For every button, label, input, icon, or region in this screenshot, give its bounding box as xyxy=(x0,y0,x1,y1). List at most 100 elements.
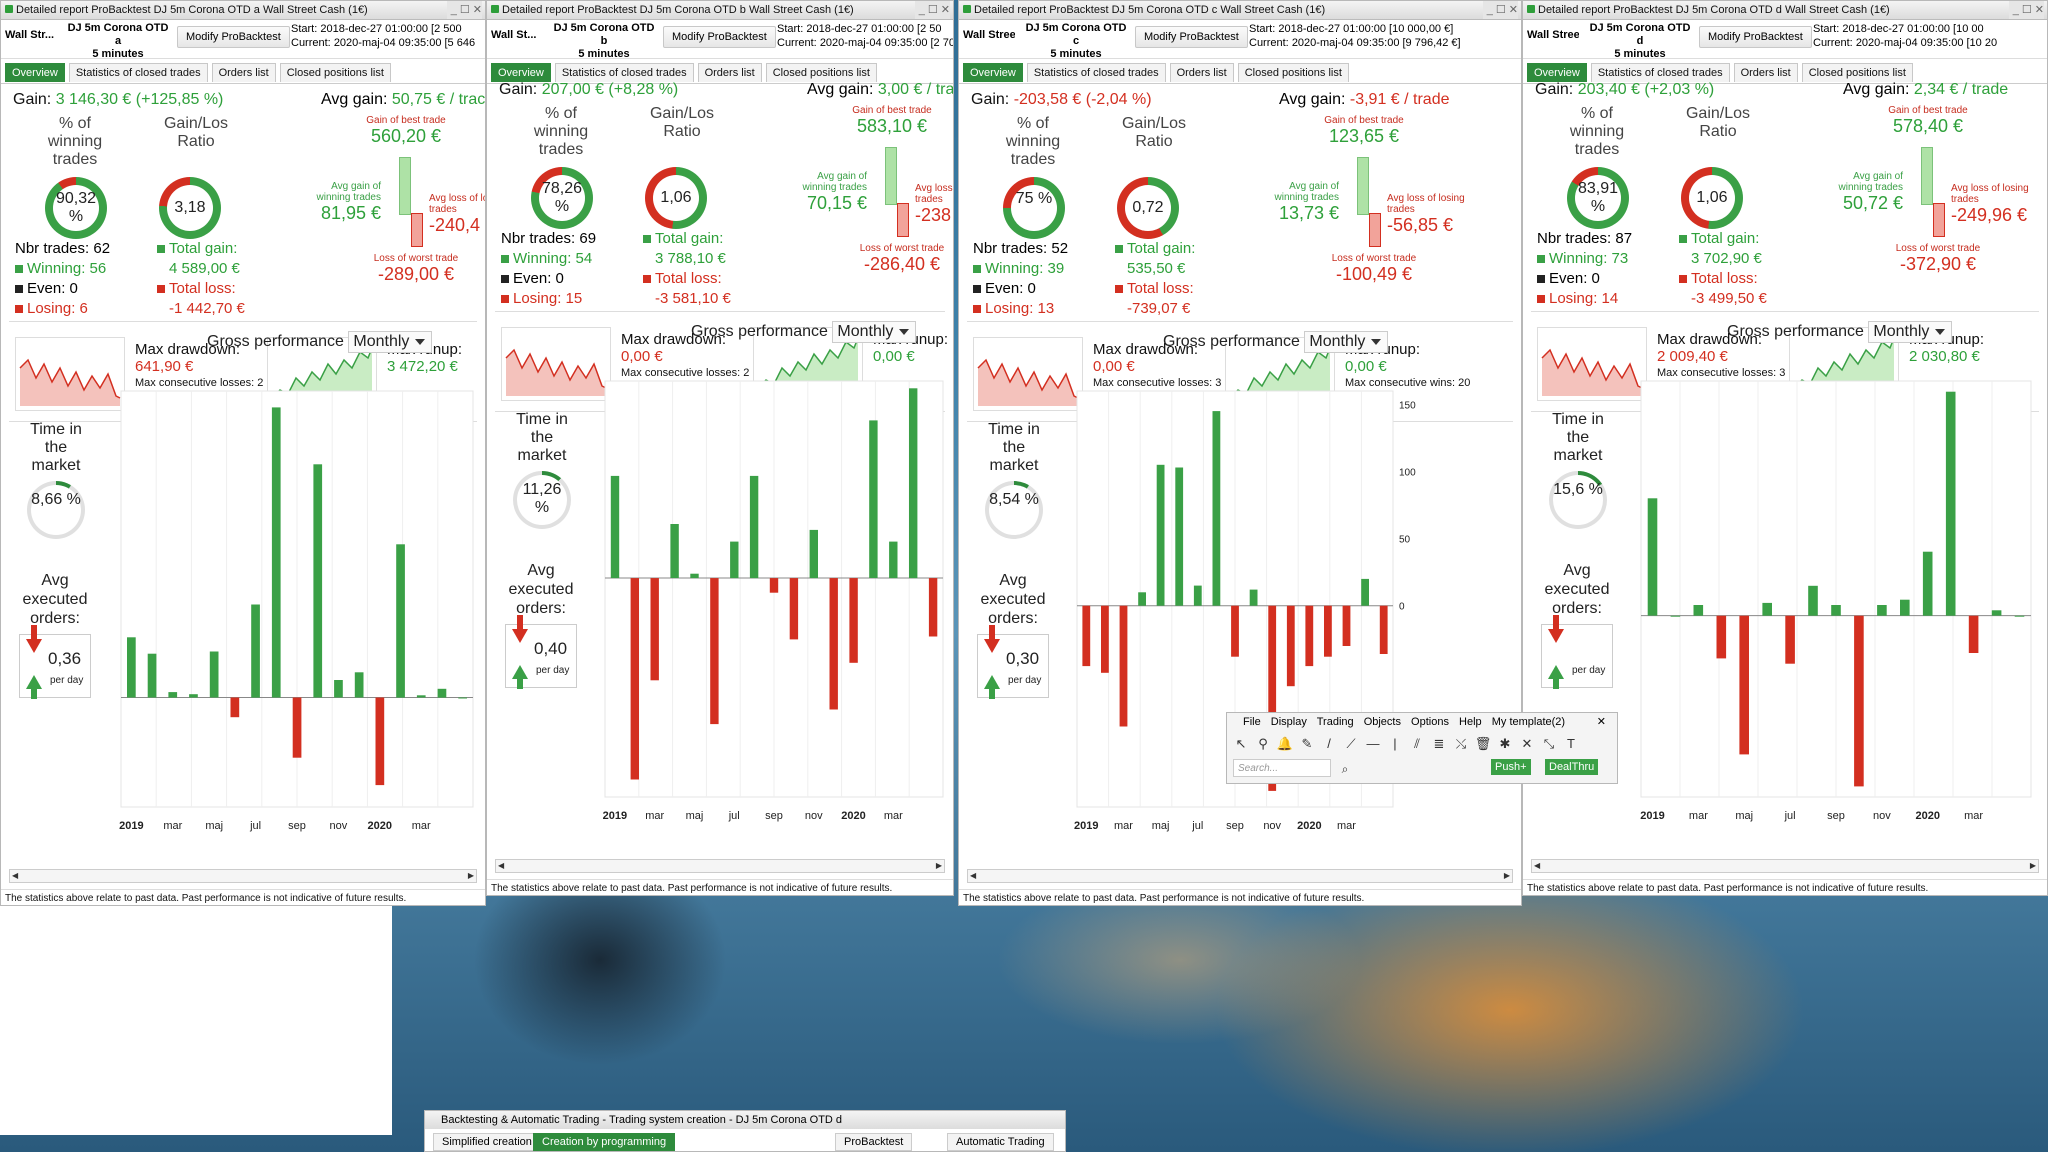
drawing-tools: ↖ ⚲ 🔔 ✎ / ⟋ — | ⫽ ≣ ⤯ 🗑 ✱ ✕ ⤡ T xyxy=(1227,731,1617,757)
fibonacci-icon[interactable]: ≣ xyxy=(1433,736,1445,751)
text-icon[interactable]: T xyxy=(1567,736,1575,751)
system-name: DJ 5m Corona OTD c 5 minutes xyxy=(1021,22,1131,61)
current-label: Current: xyxy=(1813,37,1853,49)
tab-probacktest[interactable]: ProBacktest xyxy=(835,1133,913,1151)
horizontal-scrollbar[interactable]: ◀ ▶ xyxy=(1531,859,2039,873)
tab-closed-positions[interactable]: Closed positions list xyxy=(1237,63,1349,82)
avg-orders-value: 0,30 xyxy=(1006,649,1040,668)
scroll-left-icon[interactable]: ◀ xyxy=(1534,861,1541,870)
menu-display[interactable]: Display xyxy=(1270,716,1307,728)
drawdown-sparkline xyxy=(973,337,1083,411)
modify-probacktest-button[interactable]: Modify ProBacktest xyxy=(177,26,290,48)
time-in-market-value: 15,6 % xyxy=(1553,475,1603,525)
magic-icon[interactable]: ✱ xyxy=(1499,736,1511,751)
horizontal-line-icon[interactable]: — xyxy=(1366,736,1380,751)
trash-icon[interactable]: 🗑 xyxy=(1474,736,1492,751)
tab-closed-positions[interactable]: Closed positions list xyxy=(279,63,391,82)
scroll-right-icon[interactable]: ▶ xyxy=(1503,871,1510,880)
tab-closed-positions[interactable]: Closed positions list xyxy=(765,63,877,82)
tab-statistics[interactable]: Statistics of closed trades xyxy=(1590,63,1730,82)
system-name-text: DJ 5m Corona OTD c xyxy=(1025,22,1127,47)
arrow-down-icon xyxy=(512,615,528,643)
menu-template[interactable]: My template(2) xyxy=(1491,716,1566,728)
tab-orders-list[interactable]: Orders list xyxy=(1169,63,1234,82)
horizontal-scrollbar[interactable]: ◀ ▶ xyxy=(495,859,945,873)
date-range: Start: 2018-dec-27 01:00:00 [10 000,00 €… xyxy=(1249,22,1461,50)
bar-2019-11 xyxy=(334,680,343,698)
alert-bell-icon[interactable]: 🔔 xyxy=(1276,736,1294,751)
gross-performance-label: Gross performance xyxy=(1163,333,1300,350)
tab-closed-positions[interactable]: Closed positions list xyxy=(1801,63,1913,82)
winning-pct-value: 90,32 % xyxy=(53,185,99,231)
horizontal-scrollbar[interactable]: ◀ ▶ xyxy=(9,869,477,883)
x-tick-label: jul xyxy=(728,810,740,822)
period-select[interactable]: Monthly xyxy=(1868,321,1953,343)
avg-loss-bar xyxy=(897,203,909,237)
avg-gain-line: Avg gain: 3,00 € / tra xyxy=(807,81,953,99)
modify-probacktest-button[interactable]: Modify ProBacktest xyxy=(1135,26,1248,48)
winning-pct-ring: 90,32 % xyxy=(45,177,107,239)
tab-orders-list[interactable]: Orders list xyxy=(211,63,276,82)
bar-2020-05 xyxy=(928,578,938,637)
bar-2019-08 xyxy=(271,407,281,698)
scroll-left-icon[interactable]: ◀ xyxy=(970,871,977,880)
channel-icon[interactable]: ⫽ xyxy=(1414,736,1420,751)
ray-icon[interactable]: ⟋ xyxy=(1346,736,1356,751)
window-controls[interactable]: _ ☐ ✕ xyxy=(2008,1,2044,19)
period-select[interactable]: Monthly xyxy=(348,331,433,353)
tab-overview[interactable]: Overview xyxy=(963,63,1023,82)
menu-help[interactable]: Help xyxy=(1459,716,1482,728)
bar-2019-03 xyxy=(168,692,178,698)
max-drawdown-value: 0,00 € xyxy=(621,348,663,365)
overview-panel: Gain: 3 146,30 € (+125,85 %) Avg gain: 5… xyxy=(1,81,485,651)
search-input[interactable]: Search... xyxy=(1233,759,1331,777)
trend-icon[interactable]: ⤯ xyxy=(1455,736,1467,751)
scroll-right-icon[interactable]: ▶ xyxy=(2029,861,2036,870)
tab-statistics[interactable]: Statistics of closed trades xyxy=(1026,63,1166,82)
scroll-right-icon[interactable]: ▶ xyxy=(935,861,942,870)
pointer-icon[interactable]: ↖ xyxy=(1235,736,1247,751)
menu-objects[interactable]: Objects xyxy=(1363,716,1401,728)
tab-statistics[interactable]: Statistics of closed trades xyxy=(554,63,694,82)
window-controls[interactable]: _ ☐ ✕ xyxy=(1482,1,1518,19)
measure-icon[interactable]: ⤡ xyxy=(1543,736,1555,751)
tab-simplified-creation[interactable]: Simplified creation xyxy=(433,1133,541,1151)
tab-creation-by-programming[interactable]: Creation by programming xyxy=(533,1133,676,1151)
window-controls[interactable]: _ ☐ ✕ xyxy=(446,1,482,19)
tab-statistics[interactable]: Statistics of closed trades xyxy=(68,63,208,82)
total-loss-value: -3 581,10 € xyxy=(655,290,731,307)
best-trade-label: Gain of best trade xyxy=(1888,105,1968,116)
best-trade-value: 123,65 € xyxy=(1328,126,1400,146)
menu-options[interactable]: Options xyxy=(1411,716,1449,728)
close-icon[interactable]: ✕ xyxy=(1596,716,1606,728)
line-icon[interactable]: / xyxy=(1327,736,1331,751)
horizontal-scrollbar[interactable]: ◀ ▶ xyxy=(967,869,1513,883)
menu-file[interactable]: File xyxy=(1243,716,1261,728)
period-select[interactable]: Monthly xyxy=(1304,331,1389,353)
tab-orders-list[interactable]: Orders list xyxy=(697,63,762,82)
cross-icon[interactable]: ✕ xyxy=(1521,736,1533,751)
avg-loss-value: -240,4 € xyxy=(429,215,485,235)
tab-orders-list[interactable]: Orders list xyxy=(1733,63,1798,82)
tab-automatic-trading[interactable]: Automatic Trading xyxy=(947,1133,1054,1151)
vertical-line-icon[interactable]: | xyxy=(1393,736,1397,751)
modify-probacktest-button[interactable]: Modify ProBacktest xyxy=(663,26,776,48)
period-select[interactable]: Monthly xyxy=(832,321,917,343)
zoom-icon[interactable]: ⚲ xyxy=(1258,736,1268,751)
push-button[interactable]: Push+ xyxy=(1491,759,1531,775)
scroll-left-icon[interactable]: ◀ xyxy=(12,871,19,880)
pencil-icon[interactable]: ✎ xyxy=(1301,736,1313,751)
scroll-right-icon[interactable]: ▶ xyxy=(467,871,474,880)
search-icon[interactable]: ⌕ xyxy=(1341,762,1349,776)
menu-trading[interactable]: Trading xyxy=(1316,716,1354,728)
tab-overview[interactable]: Overview xyxy=(5,63,65,82)
best-trade: Gain of best trade 578,40 € xyxy=(1873,105,1983,137)
tab-overview[interactable]: Overview xyxy=(491,63,551,82)
modify-probacktest-button[interactable]: Modify ProBacktest xyxy=(1699,26,1812,48)
tab-overview[interactable]: Overview xyxy=(1527,63,1587,82)
avg-orders-value: 0,36 xyxy=(48,649,82,668)
dealthru-button[interactable]: DealThru xyxy=(1545,759,1599,775)
date-range: Start: 2018-dec-27 01:00:00 [2 500 Curre… xyxy=(291,22,475,50)
window-controls[interactable]: _ ☐ ✕ xyxy=(914,1,950,19)
scroll-left-icon[interactable]: ◀ xyxy=(498,861,505,870)
